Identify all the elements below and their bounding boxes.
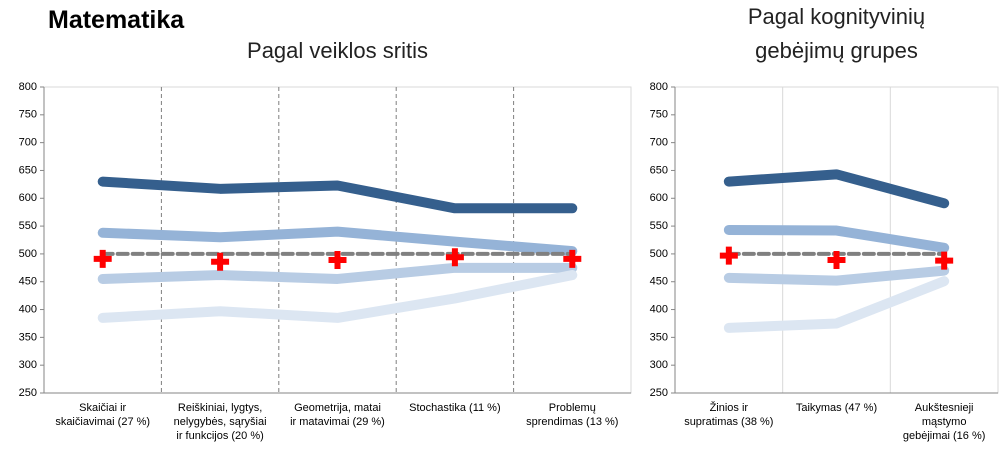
series-line — [723, 224, 950, 253]
series-line — [97, 226, 578, 257]
heading: Matematika — [48, 6, 185, 34]
y-tick-label: 300 — [19, 359, 37, 371]
series-line — [723, 169, 950, 209]
y-tick-label: 350 — [650, 331, 668, 343]
y-tick-label: 350 — [19, 331, 37, 343]
x-tick-label: Reiškiniai, lygtys, nelygybės, sąryšiai … — [173, 402, 267, 442]
y-tick-label: 550 — [19, 220, 37, 232]
x-tick-label: Taikymas (47 %) — [795, 402, 878, 414]
y-tick-label: 450 — [650, 276, 668, 288]
y-tick-label: 750 — [19, 109, 37, 121]
series-line — [723, 265, 950, 286]
series-line — [723, 276, 950, 333]
x-tick-label: Problemų sprendimas (13 %) — [526, 402, 619, 428]
y-tick-label: 700 — [650, 137, 668, 149]
y-tick-label: 550 — [650, 220, 668, 232]
series-line — [97, 270, 578, 323]
y-tick-label: 650 — [19, 164, 37, 176]
x-tick-label: Stochastika (11 %) — [409, 402, 501, 414]
y-tick-label: 400 — [19, 303, 37, 315]
y-tick-label: 450 — [19, 276, 37, 288]
y-tick-label: 800 — [19, 81, 37, 93]
y-tick-label: 750 — [650, 109, 668, 121]
cross-marker — [563, 249, 582, 268]
y-tick-label: 300 — [650, 359, 668, 371]
chart-title: Pagal veiklos sritis — [247, 38, 428, 63]
y-tick-label: 600 — [650, 192, 668, 204]
x-tick-label: Geometrija, matai ir matavimai (29 %) — [290, 402, 385, 428]
cross-marker — [328, 251, 347, 270]
y-tick-label: 600 — [19, 192, 37, 204]
chart-title: Pagal kognityvinių gebėjimų grupes — [747, 4, 926, 63]
cross-marker — [211, 252, 230, 271]
y-tick-label: 400 — [650, 303, 668, 315]
y-tick-label: 800 — [650, 81, 668, 93]
cross-marker — [827, 251, 846, 270]
y-tick-label: 250 — [650, 387, 668, 399]
plot-area — [43, 86, 632, 394]
x-tick-label: Skaičiai ir skaičiavimai (27 %) — [55, 402, 151, 428]
y-tick-label: 500 — [19, 248, 37, 260]
cross-marker — [719, 246, 738, 265]
series-line — [97, 176, 578, 214]
series-line — [97, 262, 578, 284]
y-tick-label: 500 — [650, 248, 668, 260]
cross-marker — [93, 249, 112, 268]
y-tick-label: 250 — [19, 387, 37, 399]
x-tick-label: Aukštesnieji mąstymo gebėjimai (16 %) — [902, 402, 986, 442]
cross-marker — [935, 251, 954, 270]
y-tick-label: 650 — [650, 164, 668, 176]
cross-marker — [445, 248, 464, 267]
y-tick-label: 700 — [19, 137, 37, 149]
plot-area — [674, 86, 999, 394]
x-tick-label: Žinios ir supratimas (38 %) — [684, 402, 774, 428]
